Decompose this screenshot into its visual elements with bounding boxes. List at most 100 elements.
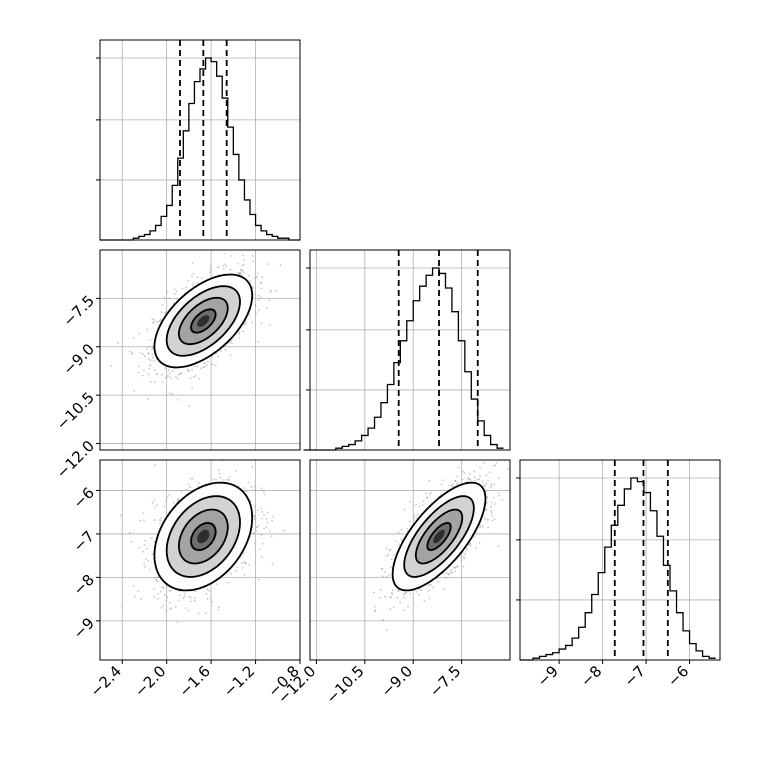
scatter-point <box>451 571 454 574</box>
scatter-point <box>487 479 489 482</box>
scatter-point <box>249 279 251 282</box>
scatter-point <box>252 260 255 262</box>
scatter-point <box>436 577 439 580</box>
scatter-point <box>488 471 491 474</box>
scatter-point <box>153 369 156 371</box>
scatter-point <box>478 541 481 544</box>
contour-line <box>190 308 217 334</box>
scatter-point <box>422 500 425 503</box>
y-tick-label: −6 <box>70 484 98 512</box>
scatter-point <box>147 398 149 401</box>
scatter-point <box>206 597 209 600</box>
contour-line <box>391 481 487 592</box>
scatter-point <box>243 323 246 326</box>
scatter-point <box>469 473 471 475</box>
scatter-point <box>143 369 145 371</box>
scatter-point <box>151 345 154 348</box>
scatter-point <box>462 565 465 568</box>
scatter-point <box>259 548 261 551</box>
scatter-point <box>493 496 495 499</box>
scatter-point <box>391 593 394 596</box>
x-tick-label: −10.5 <box>322 662 367 707</box>
scatter-point <box>230 339 233 342</box>
scatter-point <box>155 578 157 581</box>
scatter-point <box>490 505 493 508</box>
scatter-point <box>474 476 476 479</box>
scatter-point <box>173 501 175 504</box>
scatter-point <box>147 352 150 355</box>
x-tick-label: −8 <box>577 662 605 690</box>
scatter-point <box>176 621 179 624</box>
scatter-point <box>209 271 211 274</box>
scatter-point <box>110 365 113 367</box>
scatter-point <box>253 277 256 280</box>
x-tick-label: −2.4 <box>87 662 125 700</box>
contour-line <box>414 508 464 565</box>
x-tick-label: −7 <box>621 662 649 690</box>
scatter-point <box>408 520 411 523</box>
scatter-point <box>142 512 145 515</box>
scatter-point <box>191 477 194 480</box>
scatter-point <box>207 360 210 363</box>
scatter-point <box>131 352 134 355</box>
scatter-point <box>418 593 420 596</box>
scatter-point <box>261 517 264 520</box>
contour-line <box>165 285 241 357</box>
scatter-plot-area <box>310 460 510 660</box>
scatter-point <box>178 373 181 376</box>
scatter-point <box>234 469 237 472</box>
scatter-point <box>483 484 485 486</box>
scatter-point <box>260 322 263 324</box>
scatter-point <box>189 377 192 380</box>
scatter-point <box>165 610 168 612</box>
scatter-point <box>211 363 214 366</box>
scatter-point <box>198 482 200 485</box>
scatter-point <box>469 542 472 545</box>
scatter-point <box>392 554 395 556</box>
scatter-point <box>238 331 241 333</box>
scatter-point <box>452 566 455 569</box>
scatter-point <box>165 599 168 601</box>
scatter-point <box>138 547 141 549</box>
scatter-point <box>485 483 487 485</box>
scatter-point <box>192 282 195 285</box>
scatter-point <box>183 595 186 598</box>
scatter-point <box>167 369 170 371</box>
scatter-point <box>121 604 124 607</box>
scatter-point <box>456 565 459 568</box>
scatter-point <box>147 373 150 376</box>
scatter-point <box>454 570 457 573</box>
scatter-point <box>151 553 154 555</box>
scatter-point <box>159 522 161 525</box>
histogram-panel-2 <box>303 249 511 451</box>
scatter-point <box>177 378 180 380</box>
scatter-point <box>399 601 401 604</box>
scatter-point <box>253 485 256 488</box>
scatter-point <box>257 294 260 297</box>
scatter-point <box>256 509 259 512</box>
scatter-point <box>215 478 217 481</box>
scatter-point <box>163 312 166 314</box>
scatter-point <box>491 514 494 517</box>
scatter-point <box>190 275 193 278</box>
scatter-point <box>196 276 199 279</box>
scatter-plot-area <box>100 250 300 450</box>
scatter-point <box>169 608 172 610</box>
scatter-point <box>230 255 233 257</box>
scatter-point <box>188 595 191 598</box>
scatter-point <box>156 593 159 595</box>
scatter-point <box>487 526 489 529</box>
scatter-point <box>180 372 183 374</box>
scatter-point <box>180 490 183 493</box>
scatter-point <box>142 353 144 355</box>
scatter-point <box>475 547 477 550</box>
scatter-point <box>494 464 497 466</box>
scatter-point <box>479 466 481 469</box>
scatter-point <box>219 476 222 479</box>
scatter-point <box>149 359 152 362</box>
contour-line <box>190 522 217 551</box>
scatter-point <box>149 364 152 366</box>
scatter-point <box>253 515 256 517</box>
scatter-point <box>145 547 148 550</box>
scatter-point <box>190 477 192 480</box>
